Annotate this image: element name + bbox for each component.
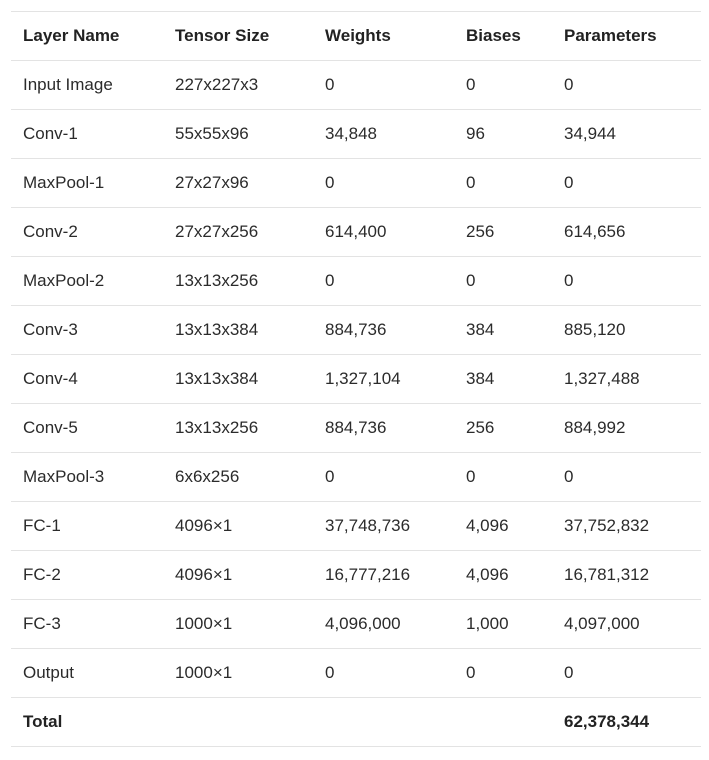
total-empty-cell (163, 697, 313, 747)
table-row: Conv-3 13x13x384 884,736 384 885,120 (11, 305, 701, 355)
table-row: MaxPool-2 13x13x256 0 0 0 (11, 256, 701, 306)
cell-biases: 4,096 (454, 501, 552, 551)
cell-biases: 0 (454, 60, 552, 110)
table-row: FC-1 4096×1 37,748,736 4,096 37,752,832 (11, 501, 701, 551)
parameter-table: Layer Name Tensor Size Weights Biases Pa… (11, 11, 701, 747)
cell-biases: 4,096 (454, 550, 552, 600)
cell-parameters: 1,327,488 (552, 354, 701, 404)
total-empty-cell (454, 697, 552, 747)
cell-weights: 0 (313, 452, 454, 502)
cell-tensor-size: 4096×1 (163, 501, 313, 551)
cell-weights: 0 (313, 60, 454, 110)
cell-weights: 37,748,736 (313, 501, 454, 551)
total-parameters: 62,378,344 (552, 697, 701, 747)
cell-tensor-size: 1000×1 (163, 599, 313, 649)
cell-biases: 384 (454, 305, 552, 355)
cell-biases: 256 (454, 403, 552, 453)
cell-weights: 4,096,000 (313, 599, 454, 649)
cell-parameters: 16,781,312 (552, 550, 701, 600)
cell-tensor-size: 13x13x384 (163, 354, 313, 404)
cell-parameters: 0 (552, 158, 701, 208)
cell-biases: 0 (454, 452, 552, 502)
table-row: MaxPool-1 27x27x96 0 0 0 (11, 158, 701, 208)
table-row: Output 1000×1 0 0 0 (11, 648, 701, 698)
table-row: MaxPool-3 6x6x256 0 0 0 (11, 452, 701, 502)
cell-parameters: 884,992 (552, 403, 701, 453)
cell-parameters: 37,752,832 (552, 501, 701, 551)
table-total-row: Total 62,378,344 (11, 697, 701, 747)
header-weights: Weights (313, 11, 454, 61)
table-header-row: Layer Name Tensor Size Weights Biases Pa… (11, 11, 701, 61)
table-row: Input Image 227x227x3 0 0 0 (11, 60, 701, 110)
cell-parameters: 885,120 (552, 305, 701, 355)
header-parameters: Parameters (552, 11, 701, 61)
table-row: Conv-1 55x55x96 34,848 96 34,944 (11, 109, 701, 159)
cell-weights: 16,777,216 (313, 550, 454, 600)
cell-layer-name: FC-3 (11, 599, 163, 649)
cell-layer-name: MaxPool-1 (11, 158, 163, 208)
cell-weights: 884,736 (313, 305, 454, 355)
cell-weights: 0 (313, 256, 454, 306)
cell-weights: 1,327,104 (313, 354, 454, 404)
cell-tensor-size: 13x13x256 (163, 403, 313, 453)
table-row: FC-3 1000×1 4,096,000 1,000 4,097,000 (11, 599, 701, 649)
cell-layer-name: Conv-3 (11, 305, 163, 355)
cell-biases: 96 (454, 109, 552, 159)
cell-parameters: 614,656 (552, 207, 701, 257)
cell-biases: 1,000 (454, 599, 552, 649)
cell-biases: 0 (454, 256, 552, 306)
header-biases: Biases (454, 11, 552, 61)
cell-biases: 384 (454, 354, 552, 404)
cell-layer-name: Output (11, 648, 163, 698)
cell-biases: 256 (454, 207, 552, 257)
cell-layer-name: FC-2 (11, 550, 163, 600)
cell-tensor-size: 13x13x256 (163, 256, 313, 306)
cell-tensor-size: 6x6x256 (163, 452, 313, 502)
cell-tensor-size: 27x27x256 (163, 207, 313, 257)
cell-layer-name: Conv-2 (11, 207, 163, 257)
header-layer-name: Layer Name (11, 11, 163, 61)
cell-layer-name: Conv-5 (11, 403, 163, 453)
parameter-table-container: Layer Name Tensor Size Weights Biases Pa… (11, 11, 701, 747)
cell-layer-name: FC-1 (11, 501, 163, 551)
cell-tensor-size: 1000×1 (163, 648, 313, 698)
cell-parameters: 0 (552, 648, 701, 698)
cell-biases: 0 (454, 158, 552, 208)
total-empty-cell (313, 697, 454, 747)
cell-tensor-size: 55x55x96 (163, 109, 313, 159)
cell-layer-name: Conv-4 (11, 354, 163, 404)
cell-layer-name: MaxPool-2 (11, 256, 163, 306)
cell-layer-name: Input Image (11, 60, 163, 110)
cell-biases: 0 (454, 648, 552, 698)
cell-parameters: 34,944 (552, 109, 701, 159)
cell-tensor-size: 13x13x384 (163, 305, 313, 355)
cell-weights: 0 (313, 648, 454, 698)
cell-tensor-size: 27x27x96 (163, 158, 313, 208)
cell-parameters: 0 (552, 256, 701, 306)
table-row: Conv-5 13x13x256 884,736 256 884,992 (11, 403, 701, 453)
cell-parameters: 0 (552, 60, 701, 110)
cell-tensor-size: 227x227x3 (163, 60, 313, 110)
table-row: Conv-2 27x27x256 614,400 256 614,656 (11, 207, 701, 257)
cell-parameters: 0 (552, 452, 701, 502)
cell-layer-name: MaxPool-3 (11, 452, 163, 502)
cell-weights: 884,736 (313, 403, 454, 453)
table-row: Conv-4 13x13x384 1,327,104 384 1,327,488 (11, 354, 701, 404)
table-row: FC-2 4096×1 16,777,216 4,096 16,781,312 (11, 550, 701, 600)
cell-weights: 34,848 (313, 109, 454, 159)
cell-weights: 614,400 (313, 207, 454, 257)
header-tensor-size: Tensor Size (163, 11, 313, 61)
cell-weights: 0 (313, 158, 454, 208)
cell-tensor-size: 4096×1 (163, 550, 313, 600)
total-label: Total (11, 697, 163, 747)
cell-parameters: 4,097,000 (552, 599, 701, 649)
cell-layer-name: Conv-1 (11, 109, 163, 159)
